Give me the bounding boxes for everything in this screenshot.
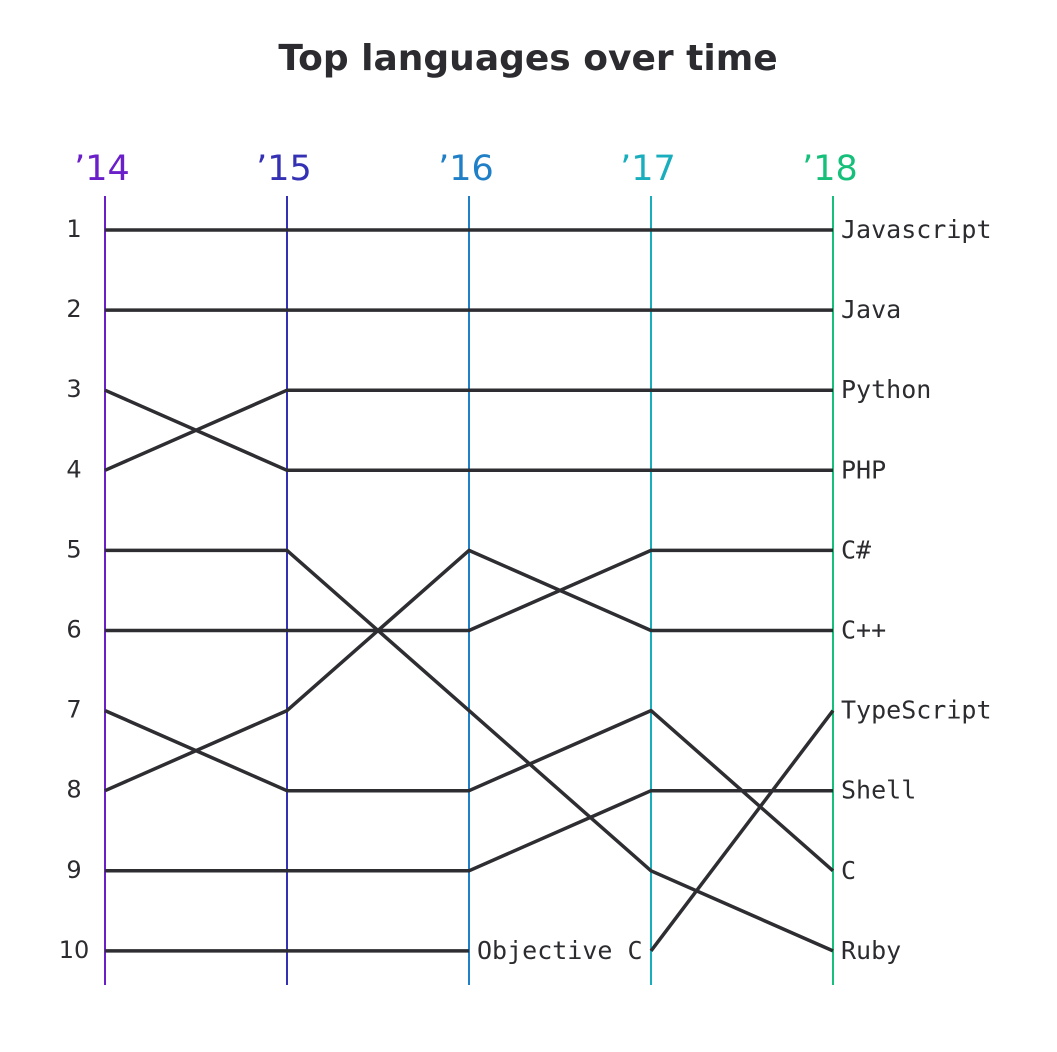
rank-label-5: 5	[66, 535, 81, 563]
series-label-0: Javascript	[841, 215, 992, 244]
year-gridlines	[104, 196, 834, 985]
year-label-1: ’15	[256, 149, 312, 189]
rank-label-2: 2	[66, 295, 81, 323]
rank-label-7: 7	[66, 696, 81, 724]
series-label-3: PHP	[841, 455, 886, 484]
series-line-9	[105, 548, 834, 953]
series-label-1: Java	[841, 295, 901, 324]
series-line-7	[105, 788, 833, 873]
rank-label-1: 1	[66, 215, 81, 243]
year-labels: ’14 ’15 ’16 ’17 ’18	[74, 149, 858, 189]
series-line-5	[105, 548, 833, 633]
series-label-2: Python	[841, 375, 931, 404]
series-label-10: Objective C	[477, 936, 643, 965]
rank-labels: 1 2 3 4 5 6 7 8 9 10	[59, 215, 90, 964]
rank-label-9: 9	[66, 856, 81, 884]
rank-label-4: 4	[66, 455, 81, 483]
rank-label-10: 10	[59, 936, 90, 964]
series-line-2	[104, 388, 833, 472]
series-label-6: TypeScript	[841, 696, 992, 725]
chart-title: Top languages over time	[278, 38, 777, 79]
year-label-4: ’18	[802, 149, 858, 189]
series-label-7: Shell	[841, 776, 916, 805]
rank-label-3: 3	[66, 375, 81, 403]
series-label-5: C#	[841, 535, 871, 564]
rank-label-6: 6	[66, 616, 81, 644]
year-label-3: ’17	[620, 149, 676, 189]
series-lines	[104, 228, 835, 953]
year-label-0: ’14	[74, 149, 130, 189]
rank-label-8: 8	[66, 776, 81, 804]
series-label-9: Ruby	[841, 936, 901, 965]
series-line-3	[104, 388, 833, 473]
series-line-4	[104, 548, 833, 793]
series-line-6	[649, 709, 835, 952]
year-label-2: ’16	[438, 149, 494, 189]
series-line-8	[104, 708, 835, 873]
series-labels: Javascript Java Python PHP C++ C# TypeScript Sh…	[477, 215, 992, 965]
series-label-4: C++	[841, 616, 886, 645]
series-label-8: C	[841, 856, 856, 885]
